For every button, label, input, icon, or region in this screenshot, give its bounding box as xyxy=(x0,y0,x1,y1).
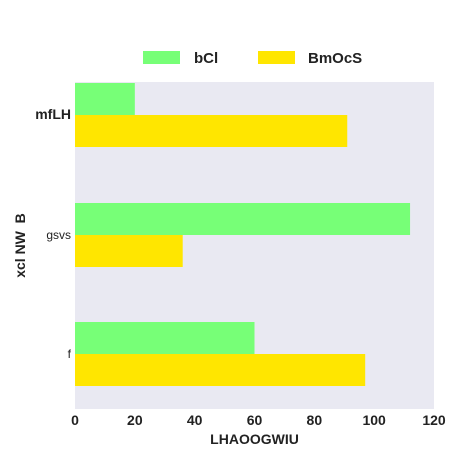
x-tick-labels: 0 20 40 60 80 100 120 xyxy=(71,412,446,428)
bar-bCl-f xyxy=(75,322,255,354)
legend-label-bCl: bCl xyxy=(194,50,218,67)
bar-BmOcS-f xyxy=(75,354,365,386)
bar-bCl-gsvs xyxy=(75,203,410,235)
legend-swatch-bCl xyxy=(143,51,180,64)
legend-swatch-BmOcS xyxy=(258,51,295,64)
y-tick-label: f xyxy=(68,347,72,361)
x-tick-label: 120 xyxy=(422,412,446,428)
legend-label-BmOcS: BmOcS xyxy=(308,50,362,67)
y-tick-labels: mfLH gsvs f xyxy=(35,106,71,361)
x-tick-label: 100 xyxy=(362,412,386,428)
x-axis-label: LHAOOGWIU xyxy=(210,431,299,447)
bar-BmOcS-mfLH xyxy=(75,115,347,147)
x-tick-label: 0 xyxy=(71,412,79,428)
bar-BmOcS-gsvs xyxy=(75,235,183,267)
y-axis-label: xcl NW B xyxy=(12,213,28,278)
x-tick-label: 20 xyxy=(127,412,143,428)
legend: bCl BmOcS xyxy=(143,50,362,67)
x-tick-label: 80 xyxy=(307,412,323,428)
bar-bCl-mfLH xyxy=(75,83,135,115)
x-tick-label: 40 xyxy=(187,412,203,428)
y-tick-label: mfLH xyxy=(35,106,71,122)
x-tick-label: 60 xyxy=(247,412,263,428)
y-tick-label: gsvs xyxy=(46,228,71,242)
